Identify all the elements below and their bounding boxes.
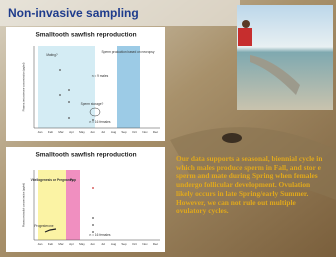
photo-person-head	[242, 20, 250, 28]
month-label: Oct	[132, 130, 137, 134]
annotation: Pup	[70, 178, 76, 182]
month-label: Sep	[121, 130, 127, 134]
month-label: Dec	[153, 242, 159, 246]
month-label: Oct	[132, 242, 137, 246]
month-label: Jun	[90, 130, 95, 134]
month-label: Jan	[38, 130, 43, 134]
month-label: Dec	[153, 130, 159, 134]
month-label: Mar	[58, 130, 63, 134]
month-label: Jul	[101, 242, 105, 246]
month-label: May	[79, 242, 85, 246]
annotation: n = 9 males	[92, 74, 109, 78]
body-text: Our data supports a seasonal, biennial c…	[176, 155, 328, 216]
month-label: Nov	[142, 242, 148, 246]
month-label: May	[79, 130, 85, 134]
month-label: Apr	[69, 242, 74, 246]
mating-region	[38, 46, 95, 128]
sawfish-eye	[222, 133, 242, 143]
chart-panel	[6, 147, 165, 252]
month-label: Apr	[69, 130, 74, 134]
sperm-region	[117, 46, 140, 128]
annotation: Progesterone	[34, 224, 53, 228]
y-axis-label: Plasma testosterone concentration (pg/ml…	[22, 63, 26, 112]
month-label: Jun	[90, 242, 95, 246]
month-label: Sep	[121, 242, 127, 246]
annotation: n = 16 females	[90, 233, 111, 237]
slide: Non-invasive sampling Smalltooth sawfish…	[0, 0, 336, 257]
month-label: Feb	[48, 242, 54, 246]
month-label: Jan	[38, 242, 43, 246]
y-axis-label: Plasma estradiol concentration (pg/ml)	[22, 183, 26, 227]
annotation: n = 16 females	[90, 120, 111, 124]
month-label: Nov	[142, 130, 148, 134]
month-label: Aug	[111, 130, 117, 134]
annotation: Vitellogenesis or Pregnancy	[31, 178, 74, 182]
photo-person	[238, 28, 252, 46]
slide-title: Non-invasive sampling	[8, 6, 139, 20]
chart-title: Smalltooth sawfish reproduction	[35, 152, 136, 159]
annotation: Mating?	[46, 53, 58, 57]
month-label: Jul	[101, 130, 105, 134]
month-label: Aug	[111, 242, 117, 246]
month-label: Feb	[48, 130, 54, 134]
annotation: Sperm storage?	[81, 102, 104, 106]
slide-canvas: Non-invasive sampling Smalltooth sawfish…	[0, 0, 336, 257]
month-label: Mar	[58, 242, 63, 246]
annotation: Sperm production based on necropsy	[102, 50, 155, 54]
chart-title: Smalltooth sawfish reproduction	[35, 32, 136, 39]
